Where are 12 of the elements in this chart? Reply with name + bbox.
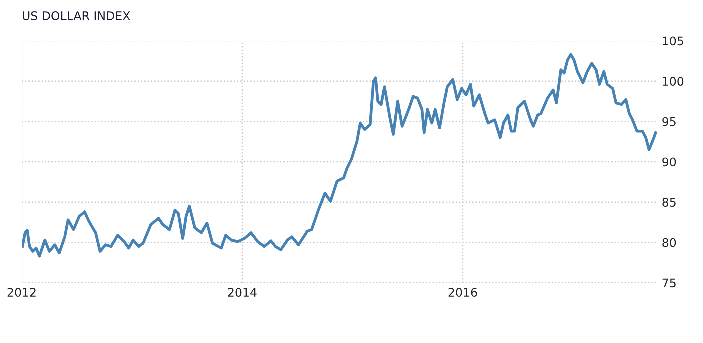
y-tick-label: 85 bbox=[662, 198, 676, 207]
y-tick-label: 75 bbox=[662, 278, 676, 288]
y-tick-label: 95 bbox=[662, 117, 676, 126]
chart-title: US DOLLAR INDEX bbox=[23, 11, 130, 20]
x-tick-label: 2014 bbox=[228, 288, 257, 297]
line-series bbox=[22, 53, 657, 258]
x-tick-label: 2012 bbox=[8, 288, 36, 297]
x-tick-label: 2016 bbox=[448, 288, 478, 297]
y-tick-label: 105 bbox=[663, 36, 684, 46]
y-tick-label: 80 bbox=[662, 238, 676, 248]
y-tick-label: 90 bbox=[662, 158, 676, 167]
y-tick-label: 100 bbox=[663, 77, 684, 86]
